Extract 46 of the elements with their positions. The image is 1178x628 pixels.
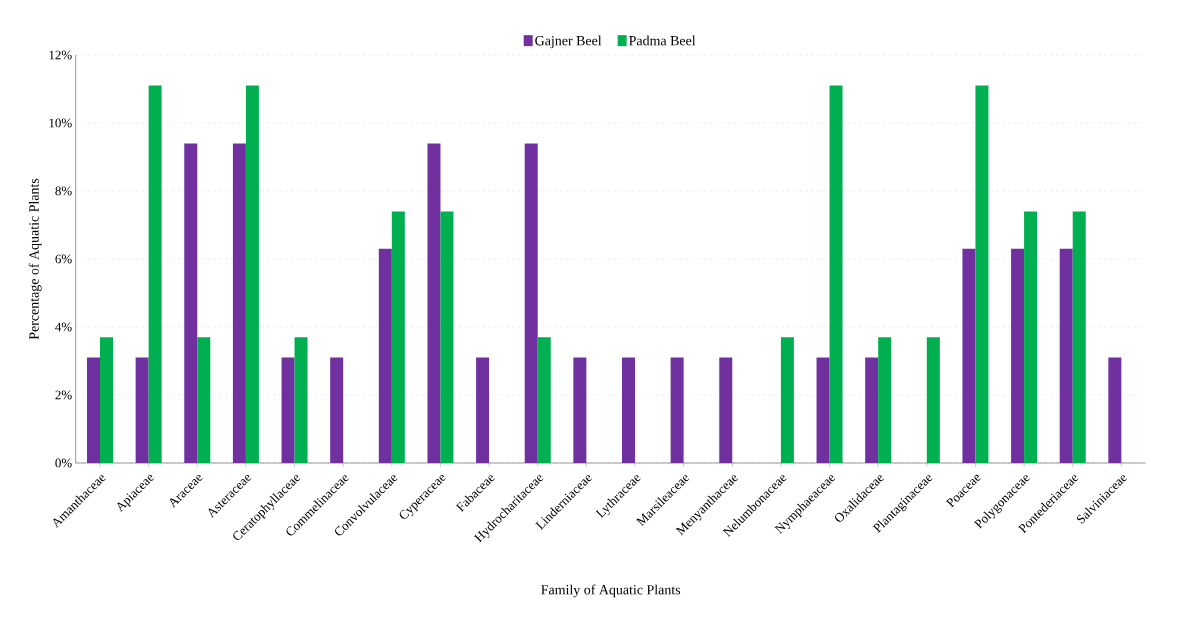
bar (427, 143, 441, 463)
y-tick-label: 4% (55, 322, 72, 332)
y-tick-label: 0% (55, 458, 72, 468)
bar (294, 337, 308, 463)
bar (878, 337, 892, 463)
y-tick-label: 10% (49, 118, 72, 128)
bar (537, 337, 551, 463)
legend-label: Padma Beel (629, 35, 696, 46)
bar (281, 357, 295, 463)
bar (391, 211, 405, 463)
bar (330, 357, 344, 463)
bar (926, 337, 940, 463)
x-axis-title: Family of Aquatic Plants (541, 584, 681, 598)
bar (87, 357, 100, 463)
bar (780, 337, 794, 463)
bar (197, 337, 211, 463)
bar (1059, 248, 1073, 463)
y-axis-title: Percentage of Aquatic Plants (28, 178, 42, 340)
bar (1108, 357, 1122, 463)
bar (829, 85, 843, 463)
bar (440, 211, 454, 463)
bar (232, 143, 246, 463)
bar (816, 357, 830, 463)
bar (573, 357, 587, 463)
bar (975, 85, 989, 463)
bar (962, 248, 976, 463)
bar (184, 143, 198, 463)
bar (670, 357, 684, 463)
y-tick-label: 2% (55, 390, 72, 400)
bar (865, 357, 879, 463)
y-tick-label: 6% (55, 254, 72, 264)
bar (621, 357, 635, 463)
bar (1024, 211, 1038, 463)
bar (100, 337, 113, 463)
bar (135, 357, 149, 463)
legend-label: Gajner Beel (535, 35, 602, 49)
bar (148, 85, 162, 463)
bar (476, 357, 490, 463)
bar (524, 143, 538, 463)
bar (378, 248, 392, 463)
bar (719, 357, 733, 463)
bar (1011, 248, 1025, 463)
y-tick-label: 12% (49, 50, 72, 60)
bar (1072, 211, 1086, 463)
y-tick-label: 8% (55, 186, 72, 196)
bar (245, 85, 259, 463)
